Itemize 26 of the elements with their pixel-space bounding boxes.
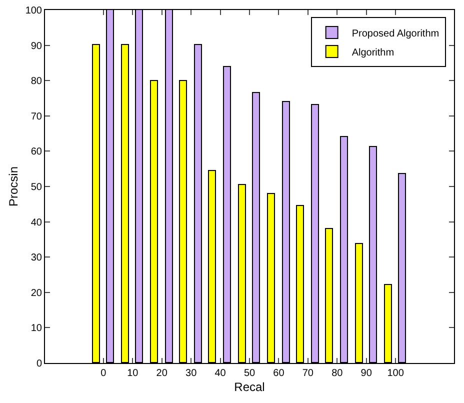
y-tick-label: 70: [30, 111, 42, 122]
x-tick-label: 20: [156, 368, 168, 379]
x-tick-label: 80: [332, 368, 344, 379]
y-tick-label: 90: [30, 40, 42, 52]
x-tick-label: 50: [244, 368, 256, 379]
y-tick-label: 80: [30, 76, 42, 88]
x-tick-label: 100: [387, 368, 404, 379]
x-axis-title: Recal: [234, 380, 265, 394]
x-tick-label: 70: [302, 368, 314, 379]
y-tick-label: 50: [30, 182, 42, 193]
x-tick-label: 40: [214, 368, 226, 379]
x-tick-label: 30: [186, 368, 198, 379]
x-tick-label: 90: [360, 368, 372, 379]
y-axis-title: Procsin: [6, 166, 21, 207]
y-tick-label: 0: [36, 358, 42, 370]
y-tick-label: 40: [30, 217, 42, 228]
x-tick-label: 10: [127, 368, 139, 379]
legend-label: Proposed Algorithm: [352, 28, 440, 40]
x-tick-label: 0: [100, 368, 107, 379]
y-tick-label: 10: [30, 323, 42, 334]
y-tick-label: 20: [30, 288, 42, 299]
y-tick-label: 60: [30, 146, 42, 158]
x-tick-label: 60: [273, 368, 285, 379]
y-tick-label: 30: [30, 252, 42, 264]
legend-label: Algorithm: [352, 47, 394, 58]
y-tick-label: 100: [25, 6, 42, 16]
